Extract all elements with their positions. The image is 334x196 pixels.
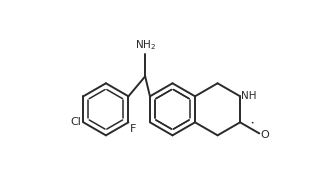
Text: Cl: Cl — [71, 117, 81, 127]
Text: O: O — [261, 130, 269, 140]
Text: NH$_2$: NH$_2$ — [135, 39, 156, 53]
Text: F: F — [130, 124, 137, 134]
Text: NH: NH — [241, 91, 257, 101]
